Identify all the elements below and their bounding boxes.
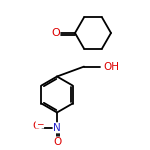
- Text: −: −: [36, 119, 44, 128]
- Text: O: O: [51, 28, 60, 38]
- Text: N: N: [53, 123, 61, 133]
- Text: O: O: [33, 121, 41, 131]
- Text: OH: OH: [103, 62, 119, 72]
- Text: O: O: [53, 137, 61, 147]
